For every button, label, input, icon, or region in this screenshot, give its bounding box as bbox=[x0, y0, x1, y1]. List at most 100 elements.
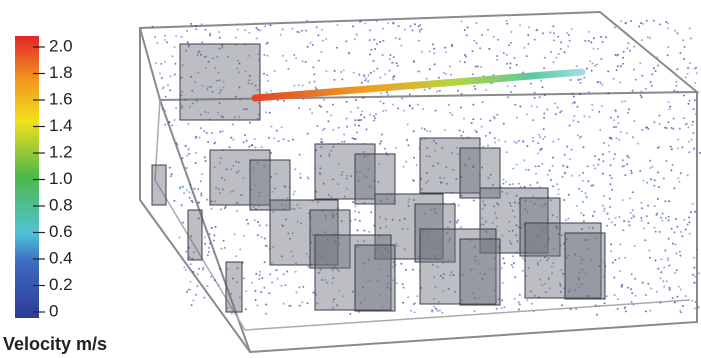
particle bbox=[695, 152, 698, 155]
particle bbox=[197, 267, 200, 270]
particle bbox=[425, 171, 428, 174]
particle bbox=[622, 229, 625, 232]
particle bbox=[448, 65, 451, 68]
particle bbox=[589, 93, 592, 95]
particle bbox=[631, 292, 634, 295]
particle bbox=[513, 215, 516, 218]
particle bbox=[688, 221, 691, 224]
particle bbox=[509, 62, 512, 65]
particle bbox=[331, 282, 334, 285]
particle bbox=[429, 130, 432, 133]
particle bbox=[607, 92, 610, 95]
particle bbox=[219, 267, 222, 270]
particle bbox=[233, 233, 236, 236]
particle bbox=[612, 126, 615, 129]
particle bbox=[438, 89, 441, 92]
particle bbox=[367, 167, 370, 170]
particle bbox=[676, 147, 679, 150]
particle bbox=[266, 74, 269, 76]
particle bbox=[238, 71, 241, 74]
particle bbox=[670, 148, 673, 151]
particle bbox=[298, 107, 301, 110]
particle bbox=[460, 194, 463, 197]
particle bbox=[647, 282, 650, 285]
particle bbox=[337, 126, 340, 129]
particle bbox=[206, 285, 209, 288]
particle bbox=[617, 115, 619, 118]
particle bbox=[615, 69, 618, 72]
particle bbox=[618, 216, 621, 218]
particle bbox=[470, 122, 473, 125]
particle bbox=[307, 212, 310, 215]
particle bbox=[570, 28, 573, 31]
particle bbox=[578, 93, 581, 96]
particle bbox=[676, 68, 679, 71]
particle bbox=[617, 122, 620, 125]
particle bbox=[492, 183, 495, 186]
particle bbox=[355, 33, 358, 36]
particle bbox=[338, 289, 341, 292]
particle bbox=[202, 266, 205, 269]
particle bbox=[665, 160, 668, 163]
particle bbox=[354, 123, 357, 126]
rack bbox=[314, 234, 392, 311]
particle bbox=[460, 93, 463, 95]
particle bbox=[332, 300, 335, 303]
particle bbox=[563, 153, 566, 156]
particle bbox=[188, 191, 191, 194]
particle bbox=[312, 233, 315, 236]
particle bbox=[480, 65, 483, 68]
particle bbox=[594, 155, 597, 157]
particle bbox=[590, 41, 593, 44]
particle bbox=[334, 240, 336, 243]
particle bbox=[190, 25, 193, 28]
particle bbox=[608, 174, 611, 177]
particle bbox=[687, 102, 690, 105]
particle bbox=[218, 47, 221, 50]
particle bbox=[654, 259, 657, 262]
rack bbox=[419, 228, 497, 305]
particle bbox=[318, 253, 321, 256]
particle bbox=[493, 205, 496, 208]
particle bbox=[309, 41, 312, 44]
particle bbox=[321, 141, 324, 144]
particle bbox=[626, 163, 629, 166]
particle bbox=[312, 291, 315, 294]
particle bbox=[630, 217, 633, 220]
particle bbox=[363, 116, 366, 119]
particle bbox=[614, 224, 616, 226]
particle bbox=[217, 111, 219, 114]
particle bbox=[481, 33, 484, 36]
particle bbox=[257, 53, 260, 56]
particle bbox=[648, 249, 651, 252]
particle bbox=[183, 266, 186, 269]
particle bbox=[407, 201, 410, 204]
particle bbox=[259, 29, 262, 32]
particle bbox=[622, 62, 624, 65]
particle bbox=[689, 37, 692, 40]
particle bbox=[578, 174, 581, 177]
particle bbox=[407, 205, 410, 207]
particle bbox=[294, 168, 297, 171]
particle bbox=[234, 95, 237, 98]
particle bbox=[387, 22, 390, 24]
particle bbox=[698, 272, 701, 275]
particle bbox=[642, 179, 645, 182]
particle bbox=[160, 77, 163, 79]
particle bbox=[603, 207, 606, 210]
particle bbox=[629, 212, 632, 214]
particle bbox=[191, 89, 194, 92]
particle bbox=[250, 144, 253, 147]
particle bbox=[200, 53, 202, 56]
particle bbox=[671, 297, 674, 300]
particle bbox=[433, 305, 436, 308]
particle bbox=[265, 111, 268, 114]
particle bbox=[619, 270, 622, 273]
particle bbox=[201, 173, 204, 176]
particle bbox=[496, 58, 499, 61]
particle bbox=[332, 128, 335, 131]
particle bbox=[456, 219, 459, 222]
particle bbox=[640, 96, 643, 99]
particle bbox=[301, 60, 304, 63]
particle bbox=[642, 22, 644, 25]
